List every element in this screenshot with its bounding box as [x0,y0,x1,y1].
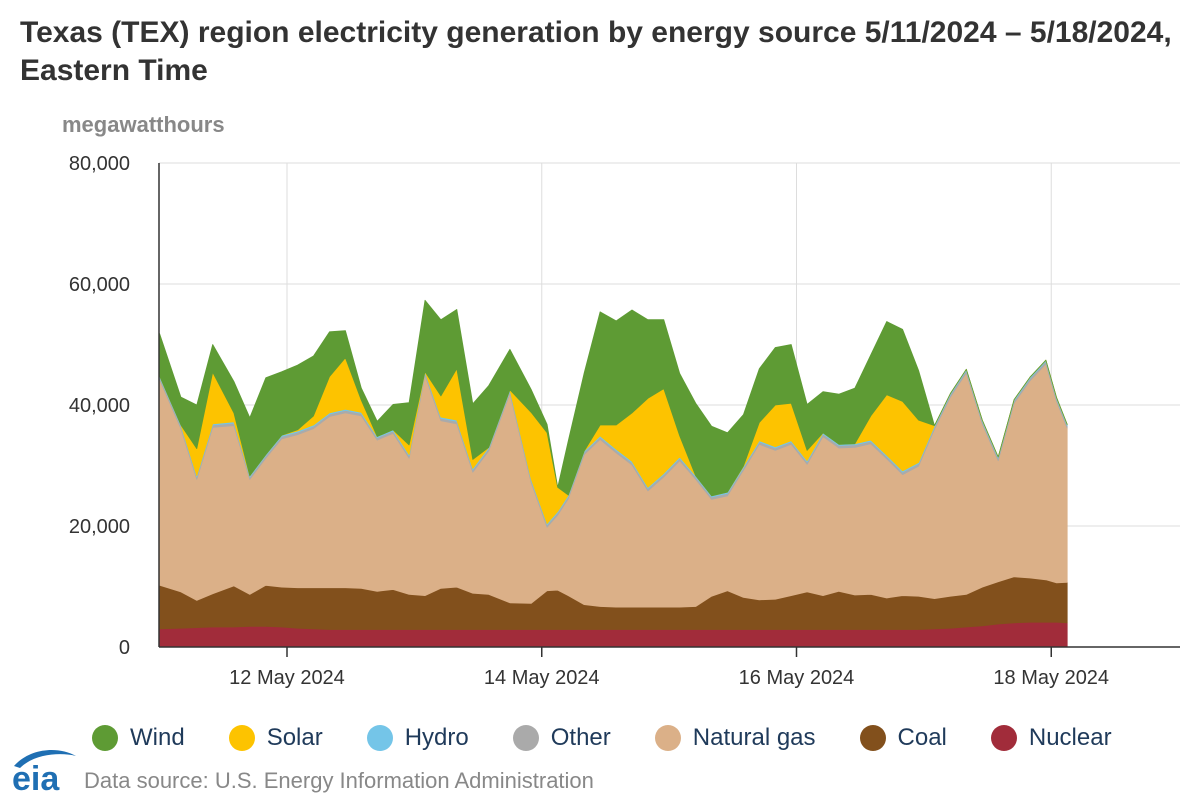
x-tick-label: 14 May 2024 [484,667,600,689]
legend-swatch-icon [990,725,1017,751]
legend-item-natural-gas[interactable]: Natural gas [654,724,816,752]
legend-swatch-icon [228,725,255,751]
y-tick-label: 60,000 [69,274,130,296]
legend-swatch-icon [654,725,681,751]
legend-item-solar[interactable]: Solar [228,724,323,752]
data-source-note: Data source: U.S. Energy Information Adm… [84,768,594,793]
legend-label: Solar [266,724,323,751]
legend-item-nuclear[interactable]: Nuclear [990,724,1112,752]
x-tick-label: 16 May 2024 [739,667,855,689]
legend-item-other[interactable]: Other [512,724,611,752]
y-tick-label: 0 [119,637,130,659]
logo-text: eia [12,760,60,794]
legend: Wind Solar Hydro Other Natural gas Coal Nuclea… [92,722,1156,754]
y-tick-label: 80,000 [69,153,130,175]
legend-swatch-icon [366,725,393,751]
y-tick-label: 40,000 [69,395,130,417]
legend-label: Hydro [404,724,469,751]
legend-label: Natural gas [692,724,816,751]
axis-layer: 0 20,000 40,000 60,000 80,000 12 May 2024 14 M… [69,153,1180,689]
legend-label: Other [550,724,611,751]
x-tick-label: 18 May 2024 [993,667,1109,689]
legend-item-coal[interactable]: Coal [859,724,947,752]
legend-swatch-icon [92,725,118,751]
legend-item-wind[interactable]: Wind [92,724,185,752]
y-axis-unit-label: megawatthours [62,112,225,137]
area-layer [159,299,1068,648]
chart-title: Texas (TEX) region electricity generatio… [20,16,1172,87]
y-tick-label: 20,000 [69,516,130,538]
legend-swatch-icon [512,725,539,751]
area-wind [159,299,1068,497]
legend-label: Nuclear [1028,724,1112,751]
x-tick-label: 12 May 2024 [229,667,345,689]
legend-swatch-icon [859,725,886,751]
legend-label: Wind [130,724,185,751]
legend-label: Coal [897,724,947,751]
eia-logo-icon: eia [12,750,76,794]
legend-item-hydro[interactable]: Hydro [366,724,469,752]
